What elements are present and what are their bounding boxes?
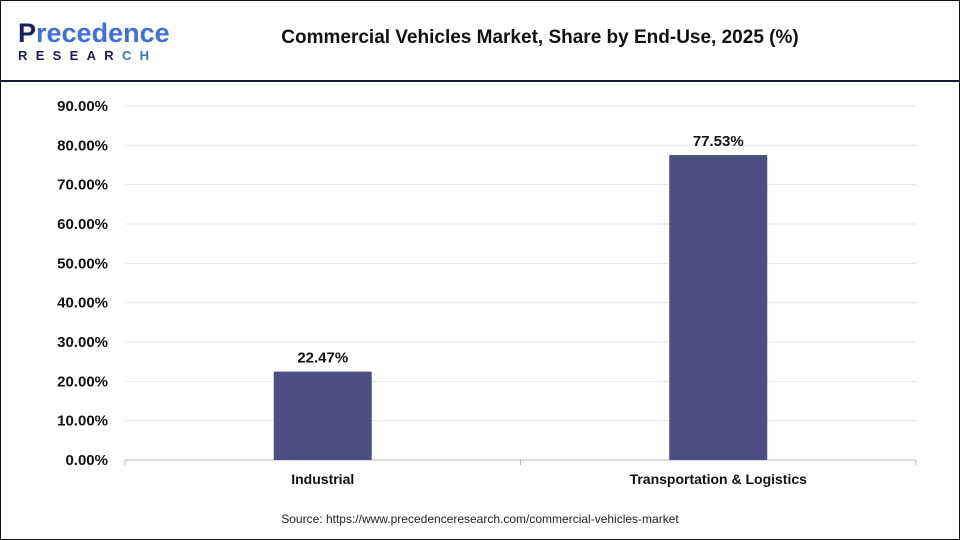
x-tick-label: Industrial [291, 471, 354, 487]
data-label: 22.47% [297, 350, 348, 367]
y-tick-label: 20.00% [57, 373, 108, 390]
y-tick-label: 50.00% [57, 255, 108, 272]
header-divider [0, 80, 960, 82]
y-tick-label: 0.00% [65, 452, 108, 469]
precedence-research-logo: Precedence RESEARCH [18, 18, 170, 64]
y-tick-label: 40.00% [57, 295, 108, 312]
y-tick-label: 80.00% [57, 137, 108, 154]
y-tick-label: 60.00% [57, 216, 108, 233]
y-tick-label: 90.00% [57, 98, 108, 115]
chart-title: Commercial Vehicles Market, Share by End… [281, 27, 799, 48]
data-label: 77.53% [693, 133, 744, 150]
source-note: Source: https://www.precedenceresearch.c… [281, 512, 679, 526]
bar [273, 371, 372, 460]
y-tick-label: 30.00% [57, 334, 108, 351]
y-tick-label: 10.00% [57, 413, 108, 430]
y-tick-label: 70.00% [57, 177, 108, 194]
bar [669, 155, 768, 461]
x-tick-label: Transportation & Logistics [630, 471, 808, 487]
